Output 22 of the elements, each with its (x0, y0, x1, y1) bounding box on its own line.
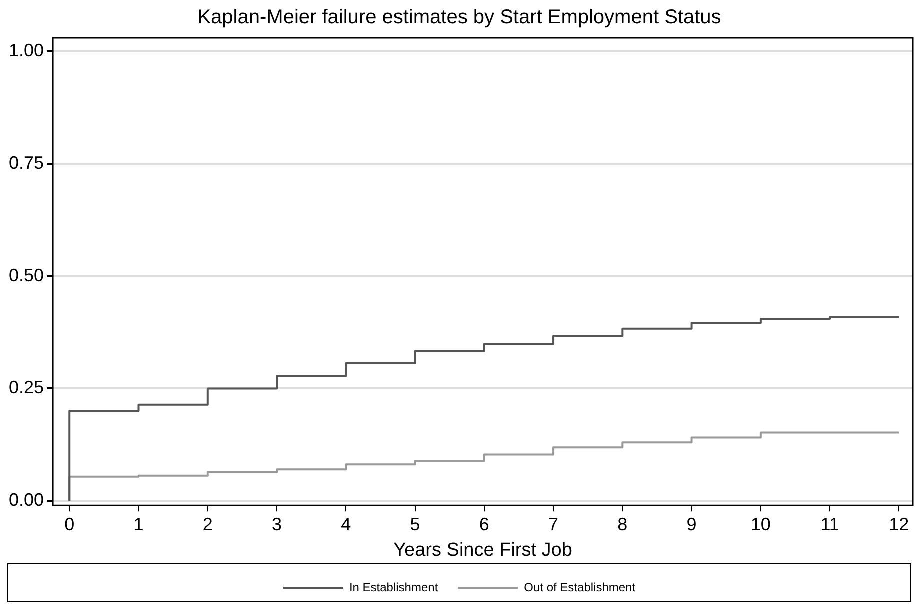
legend-label: Out of Establishment (524, 580, 636, 594)
y-tick-label: 1.00 (8, 40, 44, 60)
legend-label: In Establishment (349, 580, 439, 594)
x-tick-label: 12 (889, 514, 910, 534)
y-tick-label: 0.25 (8, 378, 44, 398)
x-tick-label: 11 (820, 514, 840, 534)
x-tick-label: 3 (272, 514, 282, 534)
chart-title: Kaplan-Meier failure estimates by Start Employment Status (198, 6, 722, 29)
x-tick-label: 9 (686, 514, 697, 534)
x-axis-title: Years Since First Job (394, 540, 572, 561)
x-tick-label: 4 (341, 514, 352, 534)
x-tick-label: 6 (479, 514, 490, 534)
y-tick-label: 0.50 (8, 265, 44, 286)
x-tick-label: 10 (750, 514, 771, 534)
x-tick-label: 0 (64, 514, 75, 534)
x-tick-label: 5 (410, 514, 420, 534)
x-tick-label: 2 (202, 514, 213, 534)
x-tick-label: 7 (548, 514, 559, 534)
y-tick-label: 0.00 (8, 490, 44, 510)
x-tick-label: 8 (618, 514, 628, 534)
y-tick-label: 0.75 (8, 152, 44, 173)
x-tick-label: 1 (134, 514, 144, 534)
